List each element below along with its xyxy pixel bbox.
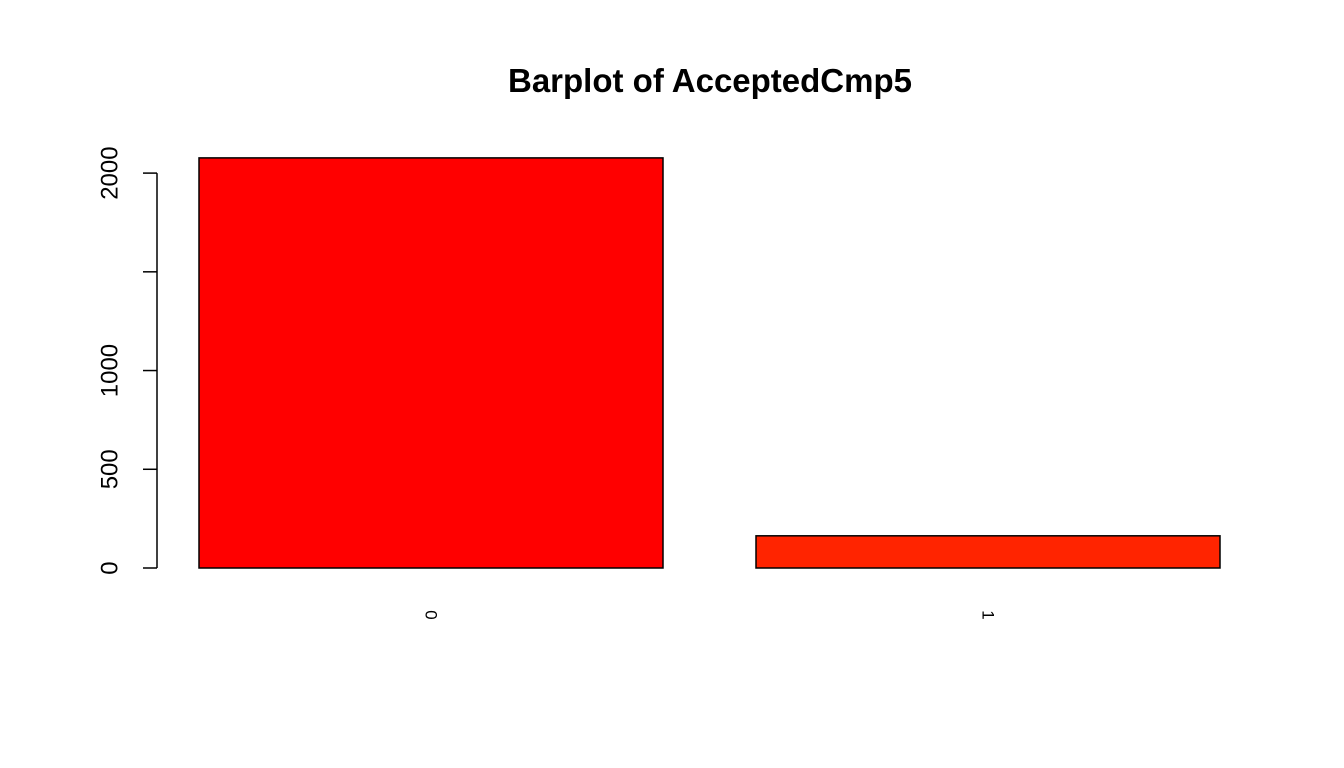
y-tick-label: 500 [97, 449, 124, 489]
y-tick-label: 1000 [97, 344, 124, 397]
y-axis: 0 500 1000 2000 [97, 146, 158, 575]
y-tick-label: 2000 [97, 146, 124, 199]
x-tick-label: 0 [422, 610, 441, 619]
x-tick-label: 1 [979, 610, 998, 619]
bar-1 [755, 535, 1221, 569]
bars-layer [198, 157, 1221, 569]
bar-0 [198, 157, 664, 569]
chart-title: Barplot of AcceptedCmp5 [508, 62, 912, 99]
y-tick-label: 0 [97, 561, 124, 574]
